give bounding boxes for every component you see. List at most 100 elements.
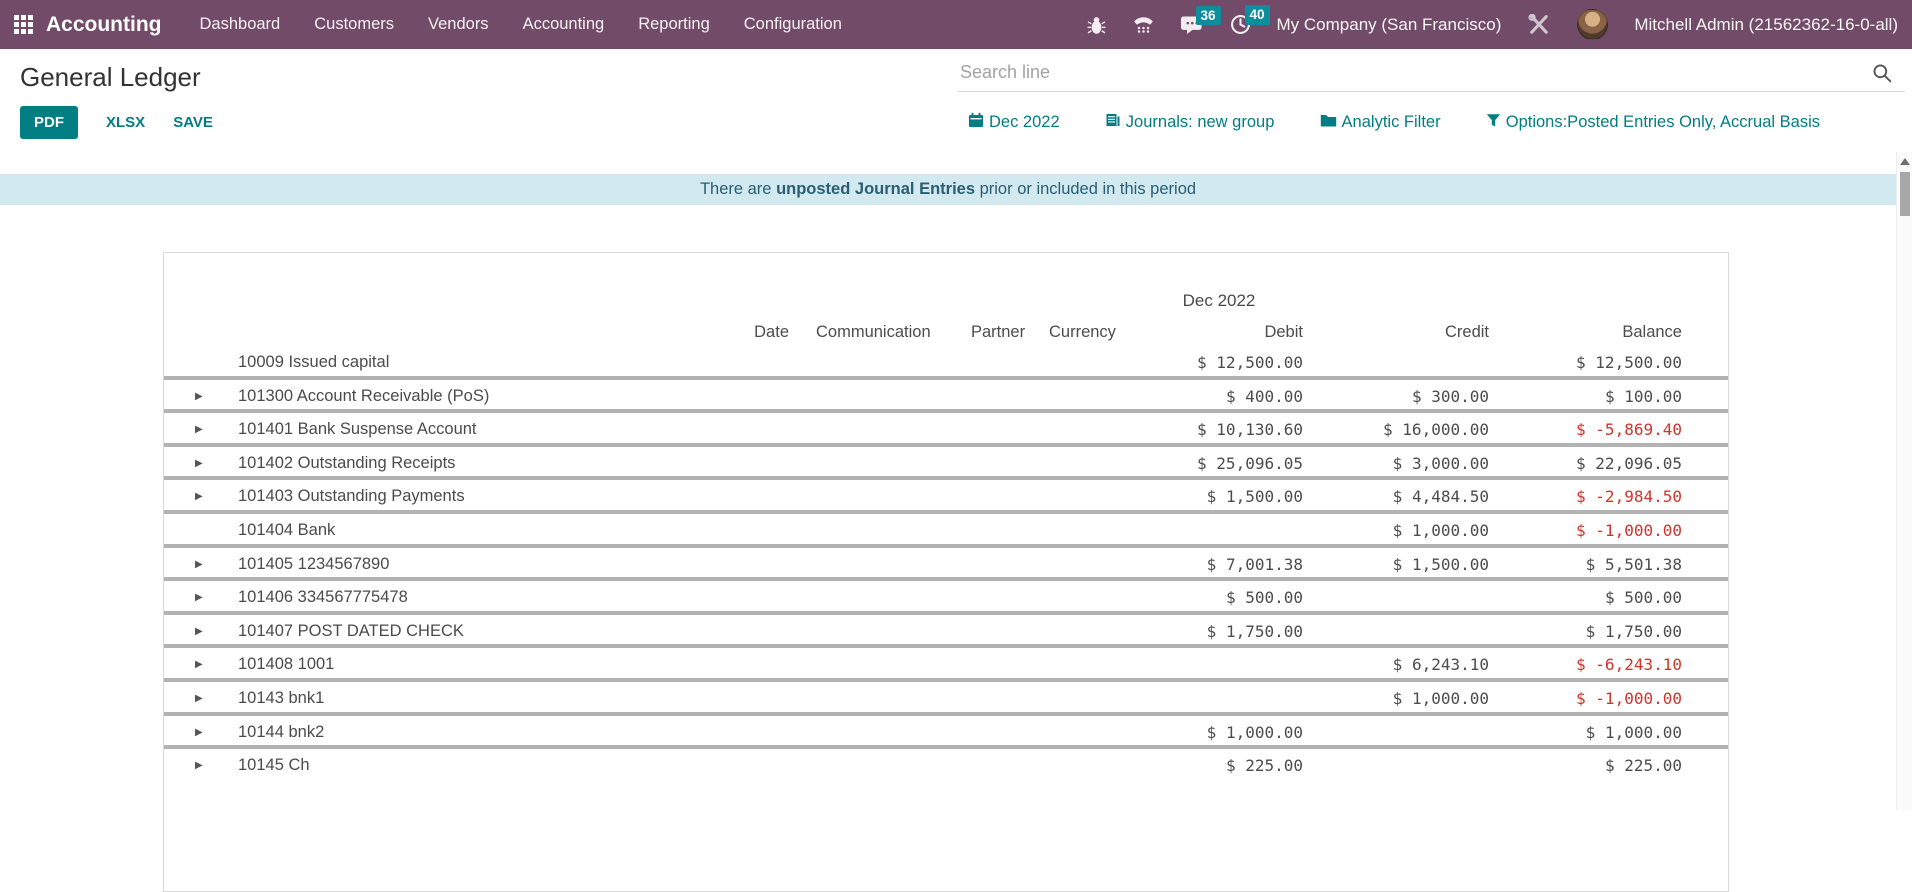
funnel-icon bbox=[1486, 113, 1501, 133]
account-name[interactable]: 101403 Outstanding Payments bbox=[238, 480, 465, 514]
period-column-header: Dec 2022 bbox=[1139, 291, 1299, 311]
filter-journals-new-group[interactable]: Journals: new group bbox=[1105, 112, 1275, 133]
activity-count-badge[interactable]: 40 bbox=[1245, 5, 1270, 25]
account-name[interactable]: 101300 Account Receivable (PoS) bbox=[238, 380, 489, 414]
balance-amount: $ 1,750.00 bbox=[1586, 615, 1682, 649]
credit-amount: $ 16,000.00 bbox=[1383, 413, 1489, 447]
nav-item-dashboard[interactable]: Dashboard bbox=[200, 15, 281, 34]
app-name[interactable]: Accounting bbox=[46, 13, 162, 37]
expand-caret-icon[interactable]: ▶ bbox=[195, 548, 203, 582]
company-switcher[interactable]: My Company (San Francisco) bbox=[1277, 15, 1502, 35]
filter-label: Journals: new group bbox=[1126, 113, 1275, 132]
expand-caret-icon[interactable]: ▶ bbox=[195, 581, 203, 615]
table-row[interactable]: ▶101401 Bank Suspense Account$ 10,130.60… bbox=[164, 413, 1728, 447]
account-name[interactable]: 101402 Outstanding Receipts bbox=[238, 447, 455, 481]
search-icon[interactable] bbox=[1872, 63, 1892, 88]
journal-icon bbox=[1105, 112, 1121, 133]
user-avatar[interactable] bbox=[1577, 9, 1608, 40]
table-row[interactable]: ▶101402 Outstanding Receipts$ 25,096.05$… bbox=[164, 447, 1728, 481]
expand-caret-icon[interactable]: ▶ bbox=[195, 447, 203, 481]
save-button[interactable]: SAVE bbox=[173, 114, 213, 131]
xlsx-button[interactable]: XLSX bbox=[106, 114, 145, 131]
nav-item-accounting[interactable]: Accounting bbox=[523, 15, 605, 34]
expand-caret-icon[interactable]: ▶ bbox=[195, 716, 203, 750]
balance-amount: $ 22,096.05 bbox=[1576, 447, 1682, 481]
nav-item-vendors[interactable]: Vendors bbox=[428, 15, 489, 34]
table-row[interactable]: ▶ 101407 POST DATED CHECK $ 1,750.00 $ 1,75… bbox=[164, 615, 1728, 649]
table-row[interactable]: ▶101408 1001$ 6,243.10$ -6,243.10 bbox=[164, 648, 1728, 682]
balance-amount: $ 1,000.00 bbox=[1586, 716, 1682, 750]
chat-icon[interactable]: 36 bbox=[1181, 15, 1204, 35]
account-name[interactable]: 101408 1001 bbox=[238, 648, 334, 682]
table-row[interactable]: ▶10144 bnk2$ 1,000.00$ 1,000.00 bbox=[164, 716, 1728, 750]
credit-amount: $ 300.00 bbox=[1412, 380, 1489, 414]
phone-icon[interactable] bbox=[1132, 15, 1155, 35]
table-row[interactable]: 10009 Issued capital$ 12,500.00$ 12,500.… bbox=[164, 346, 1728, 380]
account-name[interactable]: 10143 bnk1 bbox=[238, 682, 324, 716]
scrollbar-thumb[interactable] bbox=[1900, 172, 1910, 216]
account-name[interactable]: 101405 1234567890 bbox=[238, 548, 389, 582]
message-count-badge[interactable]: 36 bbox=[1196, 6, 1221, 26]
credit-amount: $ 3,000.00 bbox=[1393, 447, 1489, 481]
bug-icon[interactable] bbox=[1087, 15, 1106, 35]
clock-icon[interactable]: 40 bbox=[1230, 14, 1251, 35]
table-row[interactable]: ▶ 10145 Ch $ 225.00 $ 225.00 bbox=[164, 749, 1728, 783]
nav-item-configuration[interactable]: Configuration bbox=[744, 15, 842, 34]
credit-amount: $ 4,484.50 bbox=[1393, 480, 1489, 514]
expand-caret-icon[interactable]: ▶ bbox=[195, 749, 203, 783]
banner-text-prefix: There are bbox=[700, 180, 776, 198]
balance-amount: $ -2,984.50 bbox=[1576, 480, 1682, 514]
general-ledger-table: Dec 2022 Date Communication Partner Curr… bbox=[163, 252, 1729, 892]
debit-amount: $ 7,001.38 bbox=[1207, 548, 1303, 582]
debit-amount: $ 225.00 bbox=[1226, 749, 1303, 783]
scroll-up-arrow-icon[interactable] bbox=[1900, 158, 1910, 165]
credit-amount: $ 1,000.00 bbox=[1393, 682, 1489, 716]
expand-caret-icon[interactable]: ▶ bbox=[195, 682, 203, 716]
search-input[interactable] bbox=[958, 56, 1858, 83]
account-name[interactable]: 101406 334567775478 bbox=[238, 581, 408, 615]
unposted-entries-banner: There are unposted Journal Entries prior… bbox=[0, 174, 1896, 205]
nav-item-customers[interactable]: Customers bbox=[314, 15, 394, 34]
column-header-credit: Credit bbox=[1445, 323, 1489, 342]
unposted-entries-link[interactable]: unposted Journal Entries bbox=[776, 180, 975, 198]
filter-dec-2022[interactable]: Dec 2022 bbox=[968, 112, 1060, 133]
balance-amount: $ 225.00 bbox=[1605, 749, 1682, 783]
column-header-partner: Partner bbox=[971, 323, 1025, 342]
balance-amount: $ 100.00 bbox=[1605, 380, 1682, 414]
account-name[interactable]: 10145 Ch bbox=[238, 749, 310, 783]
account-name[interactable]: 10009 Issued capital bbox=[238, 346, 389, 380]
debit-amount: $ 1,500.00 bbox=[1207, 480, 1303, 514]
credit-amount: $ 1,000.00 bbox=[1393, 514, 1489, 548]
page-title: General Ledger bbox=[20, 62, 201, 93]
user-menu[interactable]: Mitchell Admin (21562362-16-0-all) bbox=[1634, 15, 1898, 35]
expand-caret-icon[interactable]: ▶ bbox=[195, 648, 203, 682]
expand-caret-icon[interactable]: ▶ bbox=[195, 380, 203, 414]
debit-amount: $ 1,750.00 bbox=[1207, 615, 1303, 649]
table-row[interactable]: ▶101406 334567775478$ 500.00$ 500.00 bbox=[164, 581, 1728, 615]
nav-item-reporting[interactable]: Reporting bbox=[638, 15, 710, 34]
column-header-debit: Debit bbox=[1264, 323, 1303, 342]
account-name[interactable]: 101407 POST DATED CHECK bbox=[238, 615, 464, 649]
expand-caret-icon[interactable]: ▶ bbox=[195, 480, 203, 514]
filter-analytic-filter[interactable]: Analytic Filter bbox=[1320, 113, 1441, 133]
vertical-scrollbar[interactable] bbox=[1896, 152, 1912, 810]
table-row[interactable]: 101404 Bank$ 1,000.00$ -1,000.00 bbox=[164, 514, 1728, 548]
table-row[interactable]: ▶10143 bnk1$ 1,000.00$ -1,000.00 bbox=[164, 682, 1728, 716]
balance-amount: $ 12,500.00 bbox=[1576, 346, 1682, 380]
column-header-date: Date bbox=[754, 323, 789, 342]
table-row[interactable]: ▶101405 1234567890$ 7,001.38$ 1,500.00$ … bbox=[164, 548, 1728, 582]
table-row[interactable]: ▶ 101403 Outstanding Payments $ 1,500.00 $ … bbox=[164, 480, 1728, 514]
account-name[interactable]: 101404 Bank bbox=[238, 514, 335, 548]
filter-options-posted-entries-only-ac[interactable]: Options:Posted Entries Only, Accrual Bas… bbox=[1486, 113, 1820, 133]
table-row[interactable]: ▶101300 Account Receivable (PoS)$ 400.00… bbox=[164, 380, 1728, 414]
debit-amount: $ 500.00 bbox=[1226, 581, 1303, 615]
filter-row: Dec 2022 Journals: new group Analytic Filt… bbox=[968, 112, 1820, 133]
expand-caret-icon[interactable]: ▶ bbox=[195, 413, 203, 447]
balance-amount: $ -5,869.40 bbox=[1576, 413, 1682, 447]
account-name[interactable]: 10144 bnk2 bbox=[238, 716, 324, 750]
tools-icon[interactable] bbox=[1527, 14, 1551, 36]
apps-grid-icon[interactable] bbox=[14, 15, 34, 35]
account-name[interactable]: 101401 Bank Suspense Account bbox=[238, 413, 477, 447]
expand-caret-icon[interactable]: ▶ bbox=[195, 615, 203, 649]
pdf-button[interactable]: PDF bbox=[20, 106, 78, 139]
